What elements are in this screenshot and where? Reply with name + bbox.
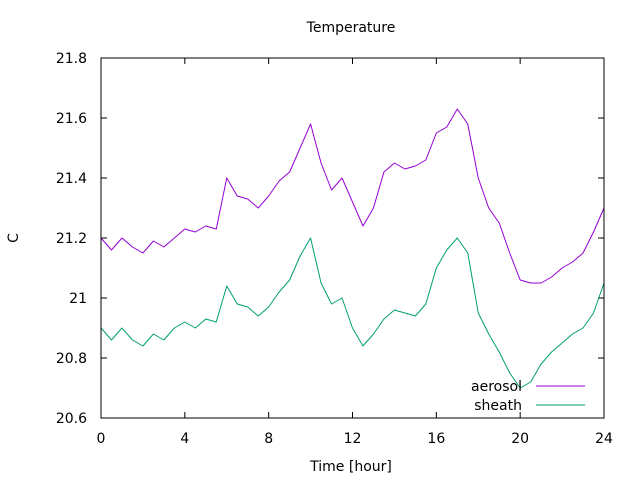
legend-label-sheath: sheath — [474, 398, 522, 414]
series-lines — [100, 108, 605, 389]
axis-ticks — [100, 57, 605, 419]
x-tick-label: 16 — [427, 431, 445, 447]
x-tick-label: 0 — [97, 431, 106, 447]
y-tick-label: 20.6 — [56, 411, 87, 427]
y-tick-label: 21.4 — [56, 171, 87, 187]
y-tick-label: 21.2 — [56, 231, 87, 247]
x-tick-label: 8 — [264, 431, 273, 447]
series-line-aerosol — [100, 108, 605, 284]
y-tick-label: 21.8 — [56, 51, 87, 67]
x-tick-label: 24 — [595, 431, 613, 447]
legend-label-aerosol: aerosol — [471, 379, 522, 395]
x-tick-label: 12 — [344, 431, 362, 447]
chart-title: Temperature — [306, 20, 396, 36]
x-tick-label: 4 — [180, 431, 189, 447]
axis-tick-labels: 0 4 8 12 16 20 24 20.6 20.8 21 21.2 21.4 21.6 21.8 — [56, 51, 613, 447]
x-axis-label: Time [hour] — [309, 459, 392, 475]
y-tick-label: 21 — [69, 291, 87, 307]
legend: aerosol sheath — [471, 379, 585, 414]
x-tick-label: 20 — [511, 431, 529, 447]
y-axis-label: C — [6, 233, 22, 243]
y-tick-label: 21.6 — [56, 111, 87, 127]
y-tick-label: 20.8 — [56, 351, 87, 367]
series-line-sheath — [100, 237, 605, 389]
plot-frame — [100, 57, 605, 419]
